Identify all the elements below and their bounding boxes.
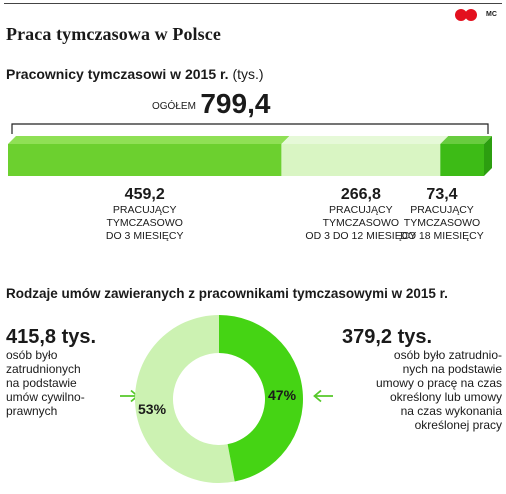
donut-slice [219,315,303,482]
segment-label: 266,8 PRACUJĄCY TYMCZASOWO OD 3 DO 12 MI… [266,186,456,243]
segment-value: 459,2 [124,186,165,203]
segment-desc-line: DO 3 MIESIĘCY [105,230,184,242]
stacked-bar-chart [8,123,492,176]
bar-chart-unit: (tys.) [232,66,264,82]
segment-label: 73,4 PRACUJĄCY TYMCZASOWO DO 18 MIESIĘCY [382,186,502,243]
total-value: 799,4 [200,88,271,119]
right-arrow-icon [313,389,333,403]
bar-chart-title-text: Pracownicy tymczasowi w 2015 r. [6,66,229,82]
slice-percent-label: 53% [138,401,167,417]
logo-dot-icon [455,9,467,21]
segment-desc-line: PRACUJĄCY [329,204,393,216]
brand-logo-icon [455,9,479,21]
segment-desc-line: PRACUJĄCY [410,204,474,216]
segment-desc-line: PRACUJĄCY [112,204,177,216]
left-amount: 415,8 tys. [6,326,97,348]
segment-value: 266,8 [340,186,381,203]
total: OGÓŁEM 799,4 [152,88,270,120]
donut-chart [135,315,303,483]
segment-desc-line: DO 18 MIESIĘCY [400,230,484,242]
total-label: OGÓŁEM [152,101,196,112]
left-desc-line: osób było [6,348,58,362]
logo-text: MC [486,11,497,18]
right-desc-line: umowy o pracę na czas [375,376,502,390]
donut-slice [135,315,235,483]
bar-segment-top [8,136,290,144]
page-title: Praca tymczasowa w Polsce [6,24,221,44]
left-desc-line: zatrudnionych [6,362,81,376]
donut-chart-title: Rodzaje umów zawieranych z pracownikami … [6,286,448,301]
right-desc-line: osób było zatrudnio- [393,348,502,362]
segment-desc-line: TYMCZASOWO [322,217,400,229]
segment-desc-line: TYMCZASOWO [106,217,183,229]
left-desc-line: na podstawie [6,376,77,390]
segment-desc-line: OD 3 DO 12 MIESIĘCY [305,230,417,242]
total-bracket [11,123,489,134]
segment-value: 73,4 [426,186,458,203]
left-annotation: 415,8 tys. osób było zatrudnionych na po… [6,326,126,418]
bar-segment-top [440,136,492,144]
right-desc-line: na czas wykonania [400,404,502,418]
left-desc-line: umów cywilno- [6,390,85,404]
bar-segment [8,144,282,176]
right-desc-line: określony lub umowy [389,390,502,404]
bar-segment [281,144,441,176]
top-rule [4,3,502,4]
right-annotation: 379,2 tys. osób było zatrudnio- nych na … [342,326,502,432]
bar-segment-top [281,136,449,144]
left-desc-line: prawnych [6,404,58,418]
bar-side [484,136,492,176]
logo-dot-icon [465,9,477,21]
bar-chart-title: Pracownicy tymczasowi w 2015 r. (tys.) [6,66,264,82]
segment-label: 459,2 PRACUJĄCY TYMCZASOWO DO 3 MIESIĘCY [60,186,230,243]
bar-segment [440,144,484,176]
right-desc-line: nych na podstawie [402,362,502,376]
segment-desc-line: TYMCZASOWO [403,217,481,229]
right-desc-line: określonej pracy [414,418,502,432]
slice-percent-label: 47% [268,387,297,403]
right-amount: 379,2 tys. [342,326,433,348]
